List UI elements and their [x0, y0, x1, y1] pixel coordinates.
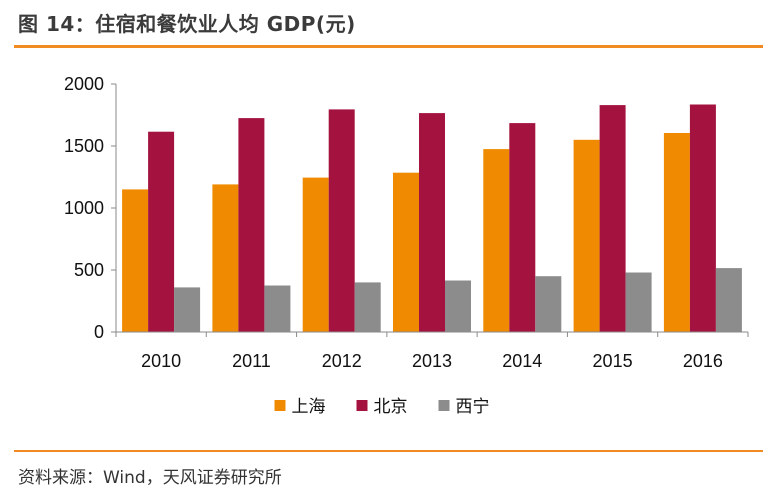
bar-北京-2011	[238, 118, 265, 332]
source-divider	[14, 450, 763, 452]
bar-上海-2014	[483, 149, 510, 332]
bar-西宁-2012	[354, 282, 381, 332]
x-tick-label-2014: 2014	[502, 351, 542, 371]
x-tick-label-2010: 2010	[141, 351, 181, 371]
bar-北京-2010	[148, 131, 175, 332]
bar-上海-2011	[212, 184, 239, 332]
bar-北京-2016	[689, 104, 716, 332]
bar-上海-2010	[122, 189, 149, 332]
y-tick-label-0: 0	[94, 322, 104, 342]
bar-西宁-2015	[625, 272, 652, 332]
bar-北京-2012	[328, 109, 355, 333]
bar-北京-2015	[599, 105, 626, 332]
x-tick-label-2012: 2012	[322, 351, 362, 371]
bar-上海-2013	[393, 172, 419, 332]
legend-label-西宁: 西宁	[456, 397, 490, 417]
x-tick-label-2015: 2015	[593, 351, 633, 371]
bar-上海-2016	[663, 133, 690, 332]
source-note: 资料来源：Wind，天风证券研究所	[18, 468, 282, 488]
axes-layer: 0 500 1000 1500 2000 2010 2011 2012 2013 2014 2015…	[64, 74, 749, 371]
legend: 上海 北京 西宁	[274, 397, 490, 417]
title-divider	[14, 45, 763, 48]
legend-swatch-上海	[274, 400, 286, 411]
legend-swatch-西宁	[438, 400, 450, 411]
x-tick-label-2016: 2016	[683, 351, 723, 371]
bar-北京-2013	[419, 113, 445, 332]
figure-title: 图 14：住宿和餐饮业人均 GDP(元)	[18, 12, 356, 36]
x-tick-label-2013: 2013	[412, 351, 452, 371]
legend-swatch-北京	[356, 400, 368, 411]
bar-西宁-2016	[715, 268, 742, 332]
y-tick-label-500: 500	[74, 260, 104, 280]
x-tick-label-2011: 2011	[232, 351, 271, 371]
bar-上海-2012	[302, 177, 329, 332]
y-tick-label-1500: 1500	[64, 136, 104, 156]
bar-西宁-2011	[264, 285, 291, 332]
legend-label-上海: 上海	[292, 397, 326, 417]
y-tick-label-1000: 1000	[64, 198, 104, 218]
bar-北京-2014	[509, 123, 536, 332]
bar-西宁-2014	[535, 276, 562, 332]
bar-西宁-2013	[445, 280, 471, 332]
bar-上海-2015	[573, 139, 600, 332]
bars-layer	[122, 104, 742, 333]
y-tick-label-2000: 2000	[64, 74, 104, 94]
legend-label-北京: 北京	[374, 397, 408, 417]
bar-西宁-2010	[174, 287, 201, 332]
